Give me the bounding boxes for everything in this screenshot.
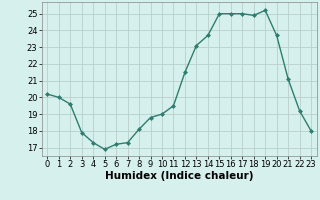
X-axis label: Humidex (Indice chaleur): Humidex (Indice chaleur) xyxy=(105,171,253,181)
